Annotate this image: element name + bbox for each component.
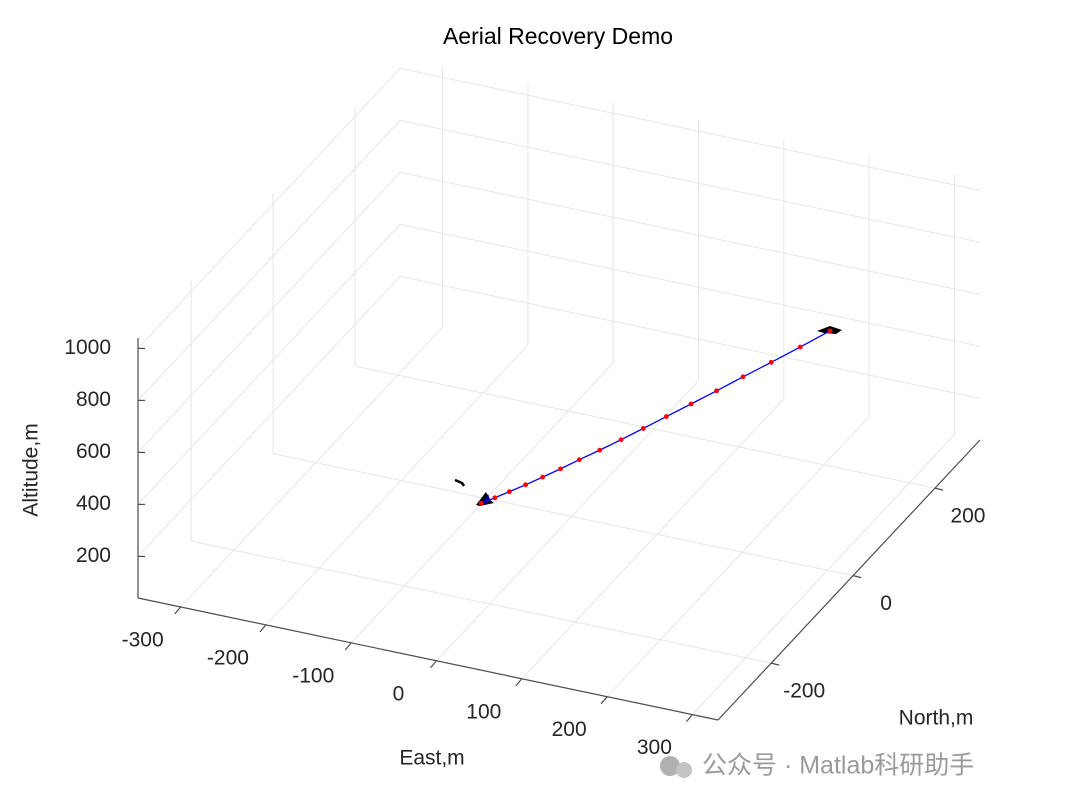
- grid-line: [399, 67, 981, 191]
- trajectory-point: [714, 388, 720, 394]
- y-tick-label: 0: [880, 592, 892, 615]
- x-tick: [174, 606, 182, 615]
- watermark-icon: [676, 762, 692, 778]
- trajectory-point: [740, 374, 746, 380]
- trajectory-point: [768, 359, 774, 365]
- x-tick: [430, 660, 437, 669]
- grid-line: [606, 416, 870, 698]
- trajectory-point: [558, 466, 563, 472]
- x-axis-label: East,m: [399, 747, 464, 770]
- trajectory-point: [576, 457, 582, 463]
- z-axis-label: Altitude,m: [20, 423, 43, 516]
- y-tick: [771, 662, 780, 666]
- chart-title: Aerial Recovery Demo: [443, 23, 673, 49]
- watermark-icon: [660, 756, 680, 776]
- y-axis-line: [717, 439, 981, 721]
- z-tick-label: 200: [76, 544, 111, 567]
- grid-line: [180, 326, 444, 608]
- grid-line: [191, 540, 772, 664]
- x-tick: [685, 714, 693, 723]
- watermark-group: 公众号 · Matlab科研助手: [660, 752, 974, 780]
- x-tick: [344, 642, 352, 651]
- z-tick-label: 400: [76, 492, 111, 515]
- grid-line: [272, 453, 854, 577]
- x-tick-label: -100: [292, 664, 334, 687]
- grid-line: [137, 224, 401, 505]
- x-tick: [259, 624, 267, 633]
- trajectory-point: [827, 328, 833, 334]
- z-tick-label: 600: [76, 440, 111, 463]
- trajectory: [480, 330, 831, 504]
- grid-line: [436, 380, 699, 662]
- trajectory-point: [506, 489, 512, 495]
- trajectory-point: [618, 437, 624, 443]
- grid-line: [137, 120, 401, 401]
- grid-line: [137, 68, 401, 349]
- watermark: 公众号 · Matlab科研助手: [702, 752, 974, 780]
- x-tick-label: 0: [393, 682, 405, 705]
- trajectory-point: [688, 401, 694, 407]
- x-tick: [515, 678, 523, 687]
- trajectory-point: [640, 426, 646, 431]
- grid-line: [137, 276, 401, 557]
- y-tick-label: -200: [783, 680, 825, 703]
- grid-line: [521, 398, 785, 680]
- x-tick-label: 100: [466, 700, 501, 723]
- x-axis-line: [137, 597, 719, 721]
- z-tick-label: 800: [76, 388, 111, 411]
- trajectory-point: [540, 474, 546, 480]
- y-tick-label: 200: [950, 505, 985, 528]
- trajectory-point: [492, 495, 498, 501]
- x-tick-label: -300: [122, 629, 164, 652]
- grid-line: [399, 119, 981, 243]
- trajectory-point: [478, 500, 484, 506]
- grid-line: [399, 275, 981, 399]
- grid-line: [137, 172, 401, 453]
- y-axis-label: North,m: [899, 707, 974, 730]
- grid-line: [265, 344, 529, 626]
- grid-line: [692, 434, 955, 715]
- grid-line: [399, 171, 981, 295]
- x-tick-label: 200: [552, 718, 587, 741]
- aircraft-marker: [454, 478, 466, 487]
- x-tick: [600, 696, 608, 705]
- trajectory-point: [663, 414, 669, 419]
- x-tick-label: -200: [207, 646, 249, 669]
- x-tick-label: 300: [637, 736, 672, 759]
- grid-line: [399, 223, 981, 347]
- trajectory-point: [797, 344, 803, 350]
- grid: [137, 66, 981, 723]
- trajectory-point: [523, 482, 528, 488]
- y-tick: [934, 487, 944, 491]
- trajectory-point: [597, 447, 603, 453]
- y-tick: [852, 575, 862, 579]
- z-tick-label: 1000: [64, 336, 111, 359]
